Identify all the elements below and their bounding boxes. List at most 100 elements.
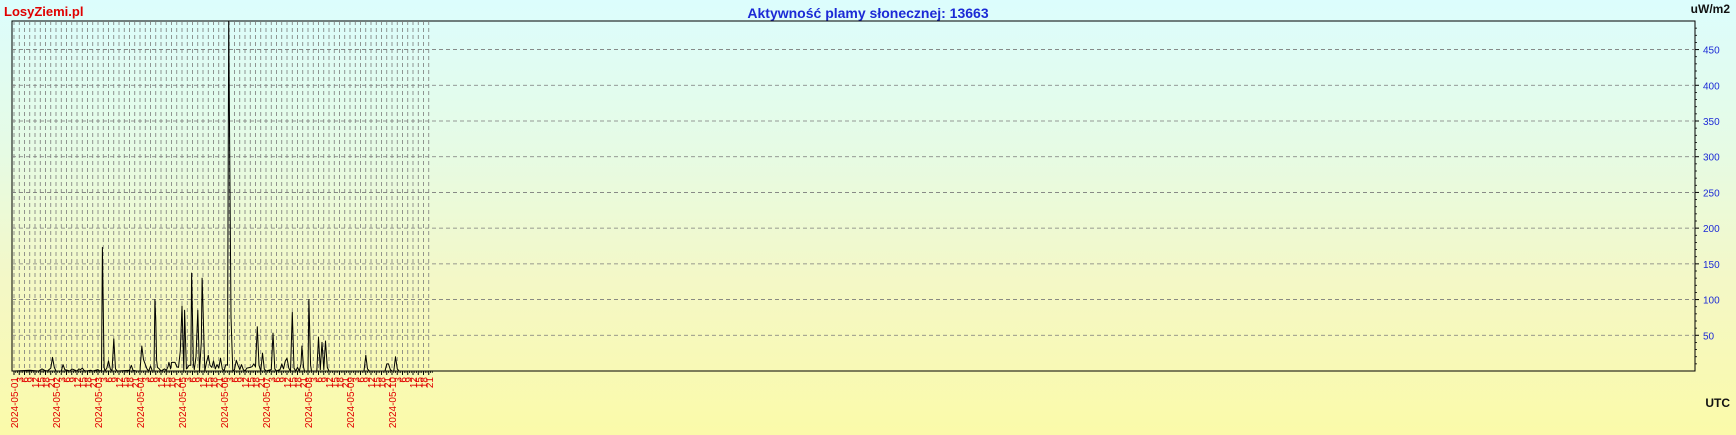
y-tick-label: 100 bbox=[1703, 296, 1720, 307]
x-tick-label: 3 bbox=[267, 377, 278, 383]
x-tick-label: 15 bbox=[414, 377, 425, 389]
x-tick-label: 18 bbox=[378, 377, 389, 389]
x-tick-label: 6 bbox=[399, 377, 410, 383]
x-tick-label: 6 bbox=[105, 377, 116, 383]
x-tick-label: 12 bbox=[199, 377, 210, 389]
x-tick-label: 2024-05-03 bbox=[94, 377, 105, 429]
x-tick-label: 6 bbox=[315, 377, 326, 383]
x-tick-label: 3 bbox=[57, 377, 68, 383]
x-tick-label: 6 bbox=[147, 377, 158, 383]
x-tick-label: 12 bbox=[283, 377, 294, 389]
x-tick-label: 2024-05-05 bbox=[178, 377, 189, 429]
x-tick-label: 3 bbox=[15, 377, 26, 383]
x-tick-label: 15 bbox=[162, 377, 173, 389]
x-tick-label: 15 bbox=[330, 377, 341, 389]
grid-lines bbox=[12, 21, 1695, 371]
x-tick-label: 9 bbox=[404, 377, 415, 383]
x-tick-label: 15 bbox=[288, 377, 299, 389]
y-tick-label: 400 bbox=[1703, 81, 1720, 92]
x-tick-label: 15 bbox=[204, 377, 215, 389]
x-tick-label: 21 bbox=[299, 377, 310, 389]
x-tick-label: 12 bbox=[367, 377, 378, 389]
x-tick-label: 3 bbox=[183, 377, 194, 383]
y-tick-label: 300 bbox=[1703, 153, 1720, 164]
x-tick-label: 9 bbox=[236, 377, 247, 383]
x-tick-label: 9 bbox=[278, 377, 289, 383]
y-axis-unit: uW/m2 bbox=[1690, 2, 1730, 16]
x-tick-label: 2024-05-08 bbox=[304, 377, 315, 429]
x-tick-label: 6 bbox=[189, 377, 200, 383]
x-tick-label: 21 bbox=[173, 377, 184, 389]
x-tick-label: 15 bbox=[36, 377, 47, 389]
x-tick-label: 9 bbox=[68, 377, 79, 383]
x-tick-label: 2024-05-07 bbox=[262, 377, 273, 429]
x-tick-label: 18 bbox=[84, 377, 95, 389]
series-group bbox=[13, 20, 433, 372]
y-tick-label: 250 bbox=[1703, 188, 1720, 199]
x-tick-label: 12 bbox=[31, 377, 42, 389]
x-tick-label: 9 bbox=[362, 377, 373, 383]
x-tick-label: 18 bbox=[336, 377, 347, 389]
data-line bbox=[13, 20, 433, 372]
x-tick-label: 21 bbox=[383, 377, 394, 389]
y-tick-label: 50 bbox=[1703, 331, 1715, 342]
x-tick-label: 18 bbox=[168, 377, 179, 389]
x-tick-label: 2024-05-02 bbox=[52, 377, 63, 429]
y-tick-label: 450 bbox=[1703, 46, 1720, 57]
x-tick-label: 18 bbox=[252, 377, 263, 389]
x-tick-label: 9 bbox=[194, 377, 205, 383]
x-tick-label: 12 bbox=[73, 377, 84, 389]
x-tick-label: 6 bbox=[21, 377, 32, 383]
x-tick-label: 9 bbox=[320, 377, 331, 383]
x-tick-label: 2024-05-09 bbox=[346, 377, 357, 429]
x-tick-label: 15 bbox=[120, 377, 131, 389]
x-tick-label: 12 bbox=[157, 377, 168, 389]
x-axis-unit: UTC bbox=[1705, 396, 1730, 410]
x-tick-label: 6 bbox=[231, 377, 242, 383]
y-axis-ticks: 50 100 150 200 250 300 350 400 450 bbox=[1695, 27, 1720, 365]
x-tick-label: 6 bbox=[273, 377, 284, 383]
site-logo[interactable]: LosyZiemi.pl bbox=[4, 4, 84, 19]
x-tick-label: 18 bbox=[294, 377, 305, 389]
x-tick-label: 3 bbox=[225, 377, 236, 383]
x-tick-label: 3 bbox=[309, 377, 320, 383]
x-tick-label: 2024-05-10 bbox=[388, 377, 399, 429]
x-tick-label: 6 bbox=[357, 377, 368, 383]
x-tick-label: 21 bbox=[215, 377, 226, 389]
x-tick-label: 12 bbox=[115, 377, 126, 389]
x-tick-label: 21 bbox=[89, 377, 100, 389]
x-tick-label: 3 bbox=[99, 377, 110, 383]
x-tick-label: 21 bbox=[257, 377, 268, 389]
x-tick-label: 2024-05-06 bbox=[220, 377, 231, 429]
x-tick-label: 2024-05-01 bbox=[10, 377, 21, 429]
x-tick-label: 15 bbox=[372, 377, 383, 389]
x-tick-label: 12 bbox=[241, 377, 252, 389]
x-tick-label: 3 bbox=[393, 377, 404, 383]
x-axis-ticks: 2024-05-01369121518212024-05-02369121518… bbox=[10, 371, 436, 428]
x-tick-label: 18 bbox=[210, 377, 221, 389]
y-tick-label: 150 bbox=[1703, 260, 1720, 271]
x-tick-label: 21 bbox=[341, 377, 352, 389]
x-tick-label: 3 bbox=[351, 377, 362, 383]
x-tick-label: 21 bbox=[131, 377, 142, 389]
x-tick-label: 2024-05-04 bbox=[136, 377, 147, 429]
plot-area bbox=[11, 20, 1696, 372]
x-tick-label: 18 bbox=[420, 377, 431, 389]
x-tick-label: 18 bbox=[126, 377, 137, 389]
x-tick-label: 12 bbox=[325, 377, 336, 389]
x-tick-label: 6 bbox=[63, 377, 74, 383]
x-tick-label: 12 bbox=[409, 377, 420, 389]
y-tick-label: 350 bbox=[1703, 117, 1720, 128]
x-tick-label: 9 bbox=[110, 377, 121, 383]
x-tick-label: 9 bbox=[152, 377, 163, 383]
chart-title: Aktywność plamy słonecznej: 13663 bbox=[747, 5, 989, 21]
x-tick-label: 9 bbox=[26, 377, 37, 383]
x-tick-label: 21 bbox=[425, 377, 436, 389]
x-tick-label: 3 bbox=[141, 377, 152, 383]
x-tick-label: 15 bbox=[78, 377, 89, 389]
x-tick-label: 21 bbox=[47, 377, 58, 389]
x-tick-label: 18 bbox=[42, 377, 53, 389]
x-tick-label: 15 bbox=[246, 377, 257, 389]
